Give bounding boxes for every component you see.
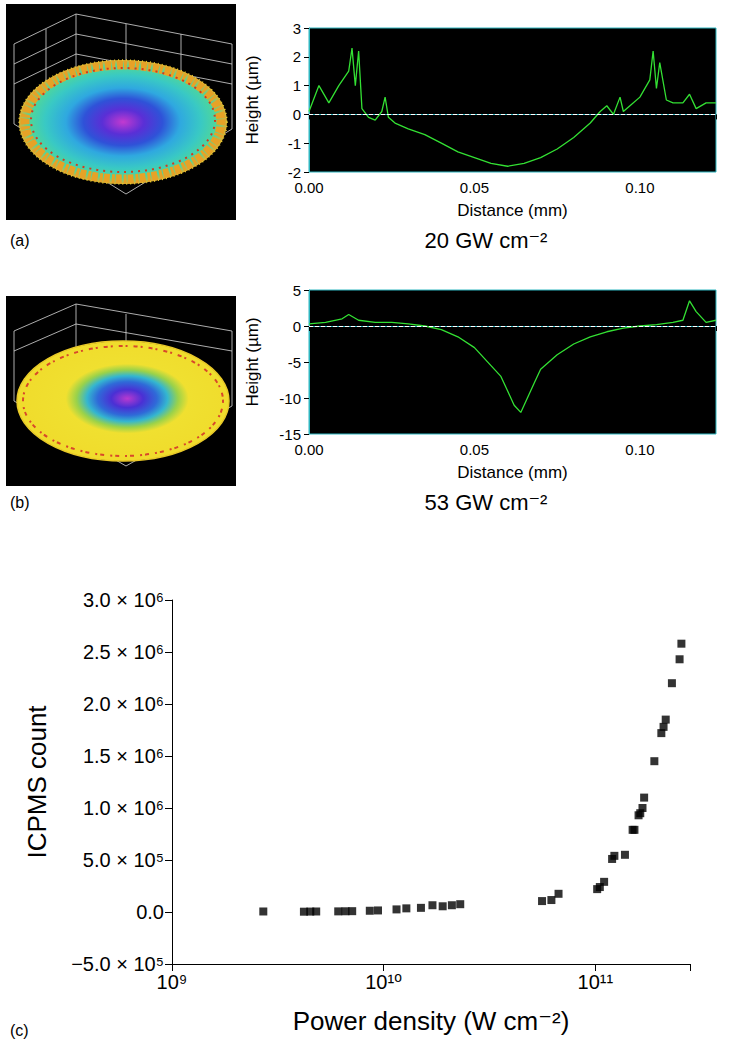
svg-text:0.05: 0.05 [460,179,489,196]
svg-text:5.0 × 10⁵: 5.0 × 10⁵ [83,849,164,871]
svg-text:0.10: 0.10 [625,441,654,458]
html-text:(c): (c) [10,1022,29,1039]
svg-text:5: 5 [293,282,301,299]
svg-text:Height (µm): Height (µm) [243,55,262,144]
svg-text:1.0 × 10⁶: 1.0 × 10⁶ [83,797,164,819]
svg-text:2.0 × 10⁶: 2.0 × 10⁶ [83,693,164,715]
html-text:53 GW cm⁻²: 53 GW cm⁻² [424,490,548,515]
svg-text:-10: -10 [279,390,301,407]
svg-text:Height (µm): Height (µm) [243,317,262,406]
svg-text:1: 1 [293,77,301,94]
svg-text:-5: -5 [288,354,301,371]
svg-text:Power density (W cm⁻²): Power density (W cm⁻²) [293,1006,570,1036]
svg-text:0.10: 0.10 [625,179,654,196]
svg-text:ICPMS count: ICPMS count [22,705,52,859]
svg-text:-2: -2 [288,164,301,181]
svg-text:0: 0 [293,318,301,335]
svg-text:10¹¹: 10¹¹ [578,971,614,993]
svg-text:0.00: 0.00 [294,179,323,196]
svg-text:10⁹: 10⁹ [157,971,188,993]
svg-text:0.00: 0.00 [294,441,323,458]
svg-text:-15: -15 [279,426,301,443]
html-text:(b): (b) [10,494,30,511]
html-text:(a): (a) [10,232,30,249]
svg-text:2.5 × 10⁶: 2.5 × 10⁶ [83,641,164,663]
svg-text:1.5 × 10⁶: 1.5 × 10⁶ [83,745,164,767]
svg-text:0: 0 [293,106,301,123]
svg-text:-1: -1 [288,135,301,152]
svg-text:Distance (mm): Distance (mm) [457,463,568,482]
svg-text:2: 2 [293,48,301,65]
svg-text:0.0: 0.0 [136,901,164,923]
svg-text:3: 3 [293,20,301,37]
svg-text:Distance (mm): Distance (mm) [457,201,568,220]
svg-text:0.05: 0.05 [460,441,489,458]
svg-text:10¹⁰: 10¹⁰ [365,971,402,993]
svg-text:−5.0 × 10⁵: −5.0 × 10⁵ [71,953,164,975]
svg-text:3.0 × 10⁶: 3.0 × 10⁶ [83,589,164,611]
html-text:20 GW cm⁻²: 20 GW cm⁻² [424,228,548,253]
